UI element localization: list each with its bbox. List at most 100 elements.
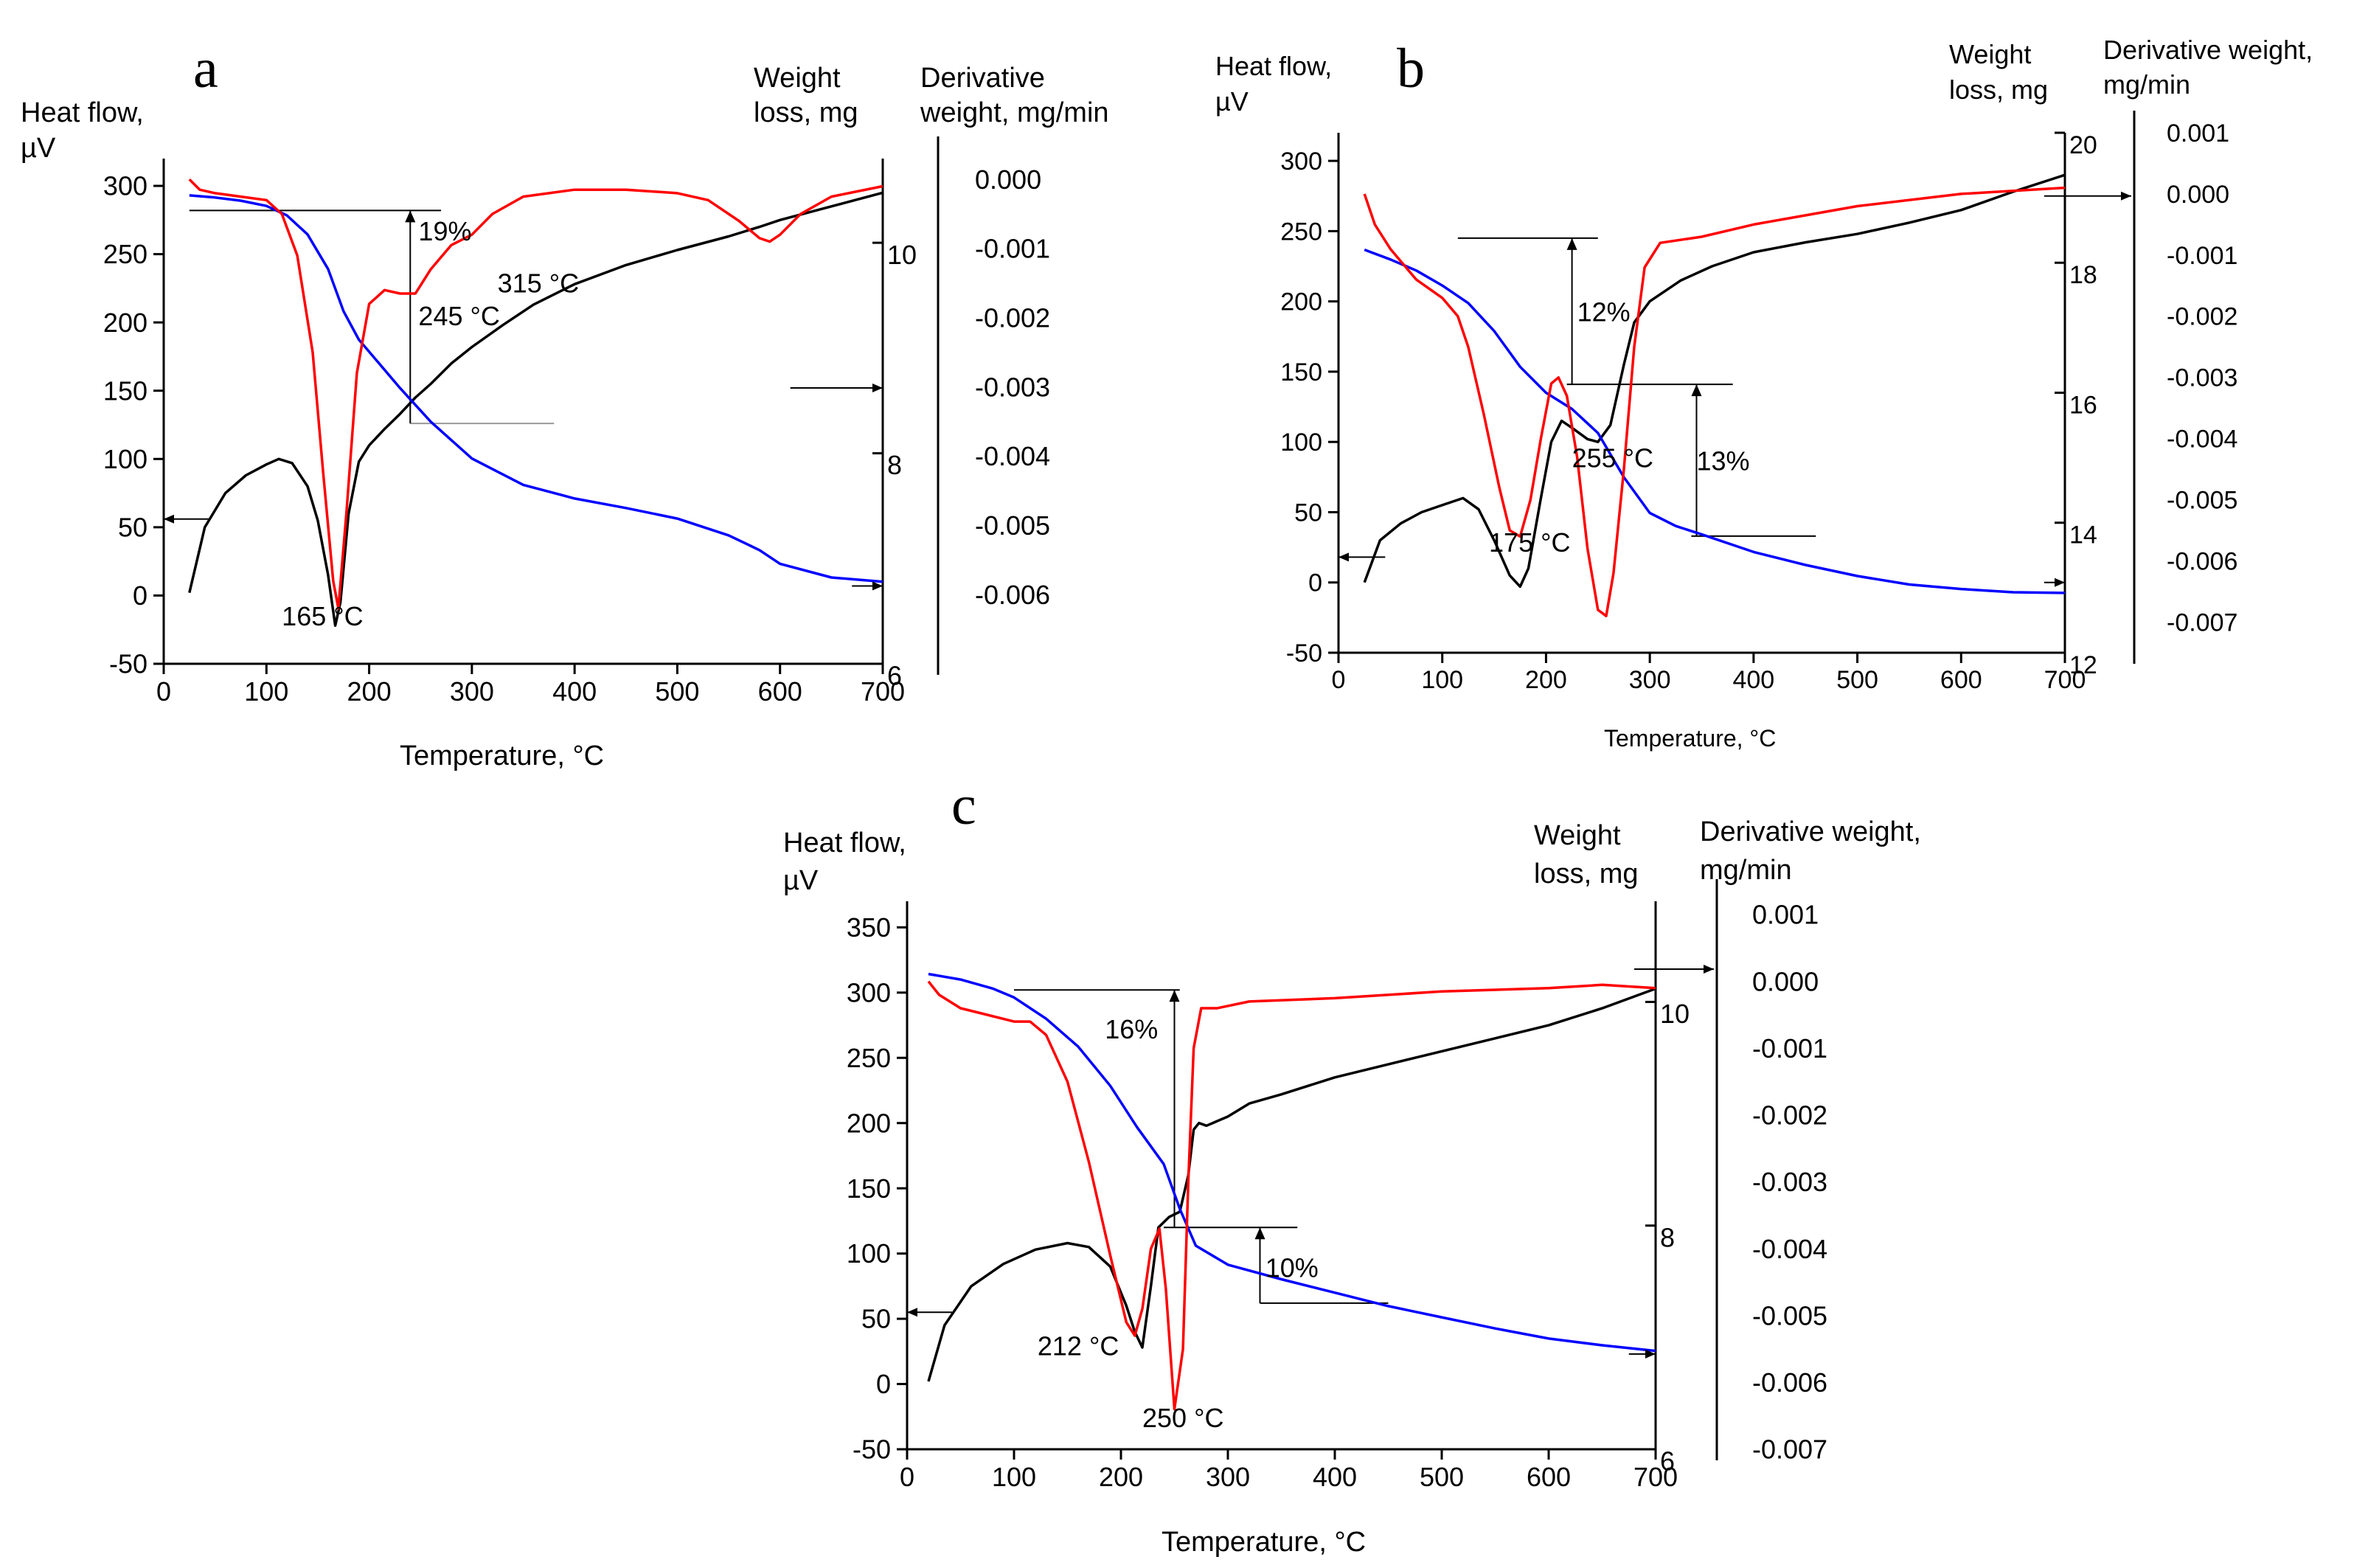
panel-a-annotation-2: 315 °C — [498, 268, 579, 298]
panel-a-right-1-tick-label-0: 6 — [887, 661, 902, 691]
panel-c-right-2-tick-label-5: -0.004 — [1752, 1234, 1827, 1264]
panel-b-left-y-tick-label-7: 300 — [1280, 148, 1322, 176]
panel-b-axis-arrowhead-0 — [1338, 552, 1349, 562]
panel-a-x-tick-label-3: 300 — [450, 676, 494, 707]
panel-a-right-2-tick-label-5: -0.005 — [975, 510, 1050, 541]
panel-a-right-axis-1-label-line2: loss, mg — [754, 97, 858, 128]
panel-b-right-2-tick-label-2: -0.001 — [2167, 242, 2237, 270]
panel-a-annotation-1: 245 °C — [418, 301, 499, 331]
panel-c-series-2-line — [927, 980, 1656, 1411]
panel-b-guide-arrowhead-4 — [1691, 384, 1702, 397]
panel-b-right-axis-1-label-line2: loss, mg — [1949, 74, 2048, 105]
panel-b-annotation-2: 12% — [1577, 296, 1631, 327]
panel-b-axis-arrowhead-2 — [2055, 577, 2065, 587]
panel-a-right-2-tick-label-0: 0.000 — [975, 164, 1041, 195]
panel-b-x-tick-label-2: 200 — [1525, 666, 1567, 694]
panel-b-annotation-1: 255 °C — [1572, 443, 1653, 473]
panel-a-left-y-tick-label-2: 50 — [118, 512, 147, 542]
panel-c-left-axis-label-line2: µV — [783, 865, 819, 896]
panel-a-right-1-tick-label-2: 10 — [887, 240, 917, 270]
panel-c-x-tick-label-4: 400 — [1313, 1462, 1357, 1492]
panel-c-annotation-3: 10% — [1265, 1252, 1319, 1283]
panel-a-axis-arrowhead-2 — [872, 581, 883, 591]
panel-c-right-2-tick-label-0: 0.001 — [1752, 900, 1819, 930]
panel-c-right-2-tick-label-7: -0.006 — [1752, 1367, 1827, 1398]
panel-c-x-tick-label-5: 500 — [1420, 1462, 1464, 1492]
panel-a-left-axis-label-line1: Heat flow, — [21, 97, 144, 128]
panel-b-right-2-tick-label-7: -0.006 — [2167, 547, 2237, 575]
panel-c-left-axis-label-line1: Heat flow, — [783, 828, 906, 858]
panel-a-x-axis-label: Temperature, °C — [400, 740, 604, 771]
panel-c-x-tick-label-2: 200 — [1099, 1462, 1143, 1492]
panel-a: a Heat flow, µV Weight loss, mg Derivati… — [21, 38, 1109, 771]
panel-c-annotation-0: 212 °C — [1038, 1331, 1119, 1361]
panel-b-right-1-tick-label-1: 14 — [2069, 521, 2097, 549]
panel-a-x-tick-label-1: 100 — [244, 676, 288, 707]
panel-b-right-1-tick-label-0: 12 — [2069, 651, 2097, 679]
panel-c-axis-arrowhead-2 — [1645, 1349, 1656, 1359]
panel-c-right-2-tick-label-4: -0.003 — [1752, 1167, 1827, 1197]
panel-a-annotation-0: 165 °C — [282, 601, 363, 631]
panel-c-left-y-tick-label-2: 50 — [861, 1304, 891, 1334]
panel-a-x-tick-label-6: 600 — [758, 676, 802, 707]
panel-b-right-axis-2-label-line1: Derivative weight, — [2103, 35, 2313, 65]
panel-a-letter: a — [193, 38, 218, 100]
panel-c-right-2-tick-label-8: -0.007 — [1752, 1435, 1827, 1465]
panel-c-left-y-tick-label-5: 200 — [847, 1108, 891, 1138]
panel-c-right-2-tick-label-1: 0.000 — [1752, 966, 1819, 996]
panel-a-right-axis-1-label-line1: Weight — [754, 63, 841, 94]
panel-b-letter: b — [1397, 38, 1425, 100]
panel-b-annotation-0: 175 °C — [1489, 527, 1570, 558]
panel-b-x-tick-label-6: 600 — [1940, 666, 1982, 694]
panel-c-axis-arrowhead-0 — [907, 1308, 917, 1317]
panel-a-left-axis-label-line2: µV — [21, 133, 56, 164]
panel-c-left-y-tick-label-6: 250 — [847, 1043, 891, 1073]
panel-c-left-y-tick-label-0: -50 — [853, 1435, 891, 1465]
panel-b-left-y-tick-label-6: 250 — [1280, 218, 1322, 246]
panel-b-right-2-tick-label-8: -0.007 — [2167, 608, 2237, 636]
panel-c-right-1-tick-label-2: 10 — [1660, 999, 1690, 1029]
panel-a-x-tick-label-4: 400 — [552, 676, 597, 707]
panel-a-left-y-tick-label-0: -50 — [109, 649, 147, 679]
panel-b-left-axis-label-line2: µV — [1215, 86, 1249, 117]
panel-b-left-y-tick-label-2: 50 — [1294, 499, 1322, 527]
panel-c-left-y-tick-label-1: 0 — [876, 1369, 891, 1399]
panel-c-left-y-tick-label-8: 350 — [847, 912, 891, 943]
panel-b-left-axis-label-line1: Heat flow, — [1215, 51, 1332, 81]
panel-b-left-y-tick-label-5: 200 — [1280, 288, 1322, 316]
panel-b-left-y-tick-label-4: 150 — [1280, 358, 1322, 386]
panel-c-right-1-tick-label-0: 6 — [1660, 1446, 1675, 1477]
panel-a-axis-arrowhead-0 — [164, 514, 174, 524]
panel-b-right-1-tick-label-2: 16 — [2069, 391, 2097, 419]
panel-a-left-y-tick-label-7: 300 — [103, 171, 147, 201]
panel-a-left-y-tick-label-5: 200 — [103, 308, 147, 338]
panel-a-right-axis-2-label-line2: weight, mg/min — [920, 97, 1109, 128]
panel-b-right-1-tick-label-3: 18 — [2069, 261, 2097, 289]
panel-c-x-tick-label-7: 700 — [1633, 1462, 1678, 1492]
panel-b-right-axis-1-label-line1: Weight — [1949, 39, 2031, 69]
panel-a-left-y-tick-label-6: 250 — [103, 239, 147, 269]
panel-a-left-y-tick-label-1: 0 — [133, 580, 147, 611]
panel-b-right-2-tick-label-6: -0.005 — [2167, 487, 2237, 515]
panel-c-left-y-tick-label-4: 150 — [847, 1173, 891, 1204]
panel-c-right-1-tick-label-1: 8 — [1660, 1222, 1675, 1252]
panel-b-x-tick-label-7: 700 — [2044, 666, 2086, 694]
panel-c-right-axis-1-label-line2: loss, mg — [1534, 858, 1638, 889]
panel-c-left-y-tick-label-7: 300 — [847, 977, 891, 1007]
panel-b-x-tick-label-5: 500 — [1836, 666, 1878, 694]
panel-a-guide-arrowhead-2 — [405, 210, 416, 223]
panel-b-series-2-line — [1363, 186, 2066, 617]
panel-b-x-axis-label: Temperature, °C — [1604, 725, 1776, 752]
panel-b-right-2-tick-label-5: -0.004 — [2167, 426, 2237, 454]
panel-a-annotation-3: 19% — [418, 216, 471, 246]
panel-b-right-2-tick-label-0: 0.001 — [2167, 119, 2229, 148]
panel-c-right-axis-2-label-line1: Derivative weight, — [1700, 816, 1921, 847]
panel-a-left-y-tick-label-3: 100 — [103, 444, 147, 474]
panel-a-right-2-tick-label-2: -0.002 — [975, 302, 1050, 333]
panel-b-annotation-3: 13% — [1696, 445, 1749, 476]
panel-b-left-y-tick-label-3: 100 — [1280, 429, 1322, 457]
panel-b-right-2-tick-label-1: 0.000 — [2167, 181, 2229, 209]
panel-a-right-2-tick-label-3: -0.003 — [975, 372, 1050, 402]
panel-b-x-tick-label-3: 300 — [1629, 666, 1671, 694]
panel-c-right-2-tick-label-2: -0.001 — [1752, 1033, 1827, 1064]
